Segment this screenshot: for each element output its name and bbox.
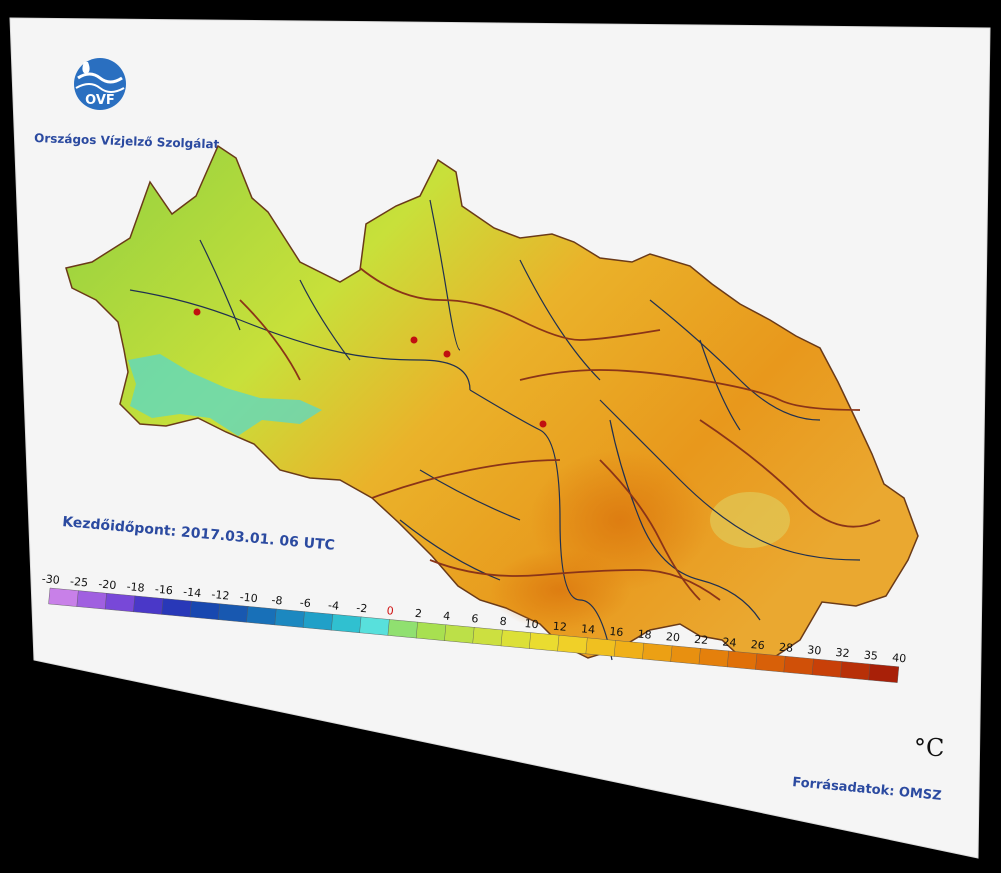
legend-swatch: [302, 611, 334, 631]
cold-area: [128, 354, 322, 436]
legend-swatch: [529, 632, 560, 652]
subbasin-borders: [239, 267, 881, 601]
legend-swatch: [783, 655, 815, 676]
legend-swatch: [415, 621, 447, 641]
legend-swatch: [726, 650, 758, 670]
legend-tick-label: 2: [414, 607, 422, 621]
legend-tick-label: 28: [778, 641, 793, 655]
temperature-map: [65, 144, 919, 665]
hot-area: [490, 550, 630, 630]
legend-swatch: [585, 637, 617, 657]
legend-tick-label: -6: [299, 596, 311, 610]
legend-tick-label: 12: [552, 620, 567, 634]
legend-swatch: [387, 619, 419, 639]
legend-swatch: [642, 642, 673, 662]
legend-swatch: [698, 648, 730, 668]
river-network: [129, 199, 861, 661]
legend-swatch: [274, 608, 306, 628]
legend-swatch: [133, 595, 164, 615]
legend-tick-label: 14: [581, 622, 596, 636]
legend-tick-label: 26: [750, 638, 765, 652]
legend-swatch: [444, 624, 475, 644]
legend-swatch: [472, 627, 504, 647]
legend-swatch: [840, 661, 871, 681]
legend-tick-label: 18: [637, 628, 652, 642]
unit-label: °C: [914, 734, 944, 762]
legend-tick-label: 24: [722, 635, 737, 649]
city-marker: [193, 308, 201, 316]
legend-tick-label: 22: [694, 633, 709, 647]
city-marker: [539, 420, 547, 428]
legend-tick-label: 8: [499, 615, 507, 629]
temperature-legend: -30 -25 -20 -18 -16 -14 -12 -10 -8 -6 -4 -2 0 2 4 6 8 10 1…: [41, 572, 907, 683]
legend-tick-label: -8: [271, 594, 283, 608]
legend-swatch: [189, 600, 221, 620]
legend-tick-label: 10: [524, 617, 539, 631]
legend-swatch: [331, 614, 362, 634]
legend-tick-label: 20: [665, 630, 680, 644]
legend-tick-label: 6: [471, 612, 479, 626]
legend-tick-label: -18: [126, 580, 145, 595]
legend-swatch: [246, 606, 277, 626]
legend-tick-label: -12: [211, 588, 230, 603]
legend-swatch: [670, 645, 702, 665]
legend-tick-label: 0: [386, 604, 394, 618]
legend-swatch: [359, 616, 391, 636]
legend-tick-label: 4: [443, 609, 451, 623]
legend-swatch: [613, 640, 645, 660]
legend-swatch: [868, 663, 900, 683]
organization-name: Országos Vízjelző Szolgálat: [34, 131, 220, 151]
city-marker: [410, 336, 418, 344]
legend-tick-label: 16: [609, 625, 624, 639]
legend-swatch: [811, 658, 843, 678]
legend-swatch: [76, 590, 108, 610]
legend-tick-label: -14: [183, 585, 202, 600]
legend-swatch: [161, 598, 193, 618]
legend-swatch: [557, 635, 589, 655]
legend-swatch: [104, 593, 136, 613]
legend-tick-label: -16: [154, 583, 173, 598]
ovf-logo: OVF: [74, 58, 126, 110]
legend-swatch: [500, 629, 532, 649]
legend-tick-label: -2: [356, 601, 368, 615]
legend-tick-label: 32: [835, 646, 850, 660]
legend-tick-label: -25: [70, 575, 89, 590]
legend-tick-label: 40: [892, 651, 907, 665]
legend-tick-label: 35: [863, 648, 878, 662]
legend-tick-label: -4: [328, 599, 340, 613]
logo-label: OVF: [85, 93, 115, 108]
legend-tick-label: -20: [98, 577, 117, 592]
legend-tick-label: -30: [41, 572, 60, 587]
mild-area: [710, 492, 790, 548]
city-marker: [443, 350, 451, 358]
legend-swatch: [755, 653, 786, 673]
legend-swatch: [48, 587, 79, 607]
legend-swatch: [217, 603, 249, 623]
legend-tick-label: 30: [807, 643, 822, 657]
legend-tick-label: -10: [239, 591, 258, 606]
